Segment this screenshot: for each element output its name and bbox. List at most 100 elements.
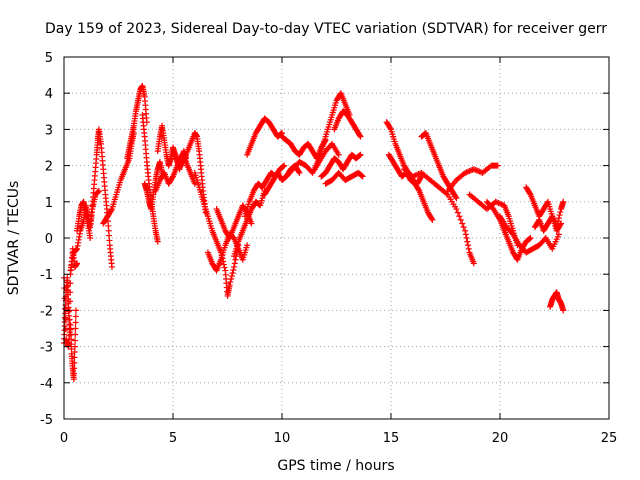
data-point [526, 235, 533, 242]
data-point [428, 215, 435, 222]
data-point [526, 190, 533, 197]
data-point [71, 343, 78, 350]
data-point [71, 359, 78, 366]
series-g [124, 82, 150, 162]
data-point [108, 263, 115, 270]
data-point [231, 260, 238, 267]
data-point [228, 273, 235, 280]
y-tick-label: 1 [45, 196, 53, 211]
data-point [557, 209, 564, 216]
x-axis-label: GPS time / hours [277, 458, 394, 474]
series-y6 [466, 191, 521, 249]
y-tick-label: 3 [45, 123, 53, 138]
data-point [248, 220, 255, 227]
data-point [356, 132, 363, 139]
data-point [95, 187, 102, 194]
data-point [470, 260, 477, 267]
series-y2 [385, 151, 436, 223]
y-tick-label: 4 [45, 87, 53, 102]
data-point [72, 331, 79, 338]
series-m [191, 169, 242, 299]
data-point [74, 260, 81, 267]
series-x1 [318, 151, 364, 180]
data-point [232, 256, 239, 263]
data-point [556, 212, 563, 219]
x-tick-label: 15 [383, 431, 400, 446]
y-tick-label: -5 [40, 413, 53, 428]
data-point [465, 245, 472, 252]
data-point [231, 263, 238, 270]
series-y3 [418, 130, 460, 202]
data-point [221, 264, 228, 271]
data-point [356, 152, 363, 159]
x-tick-label: 10 [274, 431, 291, 446]
data-point [72, 337, 79, 344]
data-point [453, 195, 460, 202]
data-point [228, 276, 235, 283]
series-v [311, 90, 353, 173]
data-point [281, 162, 288, 169]
data-point [72, 325, 79, 332]
data-point [154, 238, 161, 245]
data-point [66, 298, 73, 305]
data-point [67, 280, 74, 287]
data-point [489, 204, 496, 211]
data-point [108, 207, 115, 214]
series-z2 [497, 213, 562, 256]
data-point [555, 215, 562, 222]
data-point [72, 319, 79, 326]
x-tick-label: 20 [492, 431, 509, 446]
data-point [358, 172, 365, 179]
data-point [295, 168, 302, 175]
y-tick-label: -4 [40, 377, 53, 392]
data-point [464, 238, 471, 245]
data-point [72, 313, 79, 320]
data-point [71, 365, 78, 372]
data-point [70, 370, 77, 377]
y-axis-label: SDTVAR / TECUs [6, 181, 22, 296]
data-point [278, 130, 285, 137]
data-point [557, 221, 564, 228]
data-point [229, 269, 236, 276]
series-w [331, 108, 364, 140]
data-point [429, 216, 436, 223]
data-point [463, 235, 470, 241]
x-axis-ticks: 0 5 10 15 20 25 [60, 57, 617, 446]
data-point [296, 169, 303, 176]
data-point [244, 242, 251, 249]
data-point [560, 198, 567, 205]
y-tick-label: -3 [40, 341, 53, 356]
y-tick-label: 0 [45, 232, 53, 247]
data-point [227, 279, 234, 286]
data-point [387, 125, 394, 132]
data-point [72, 307, 79, 314]
data-point [527, 235, 534, 241]
data-point [230, 266, 237, 273]
data-point [70, 376, 77, 383]
series-y1 [383, 119, 425, 187]
series-i [141, 158, 166, 213]
chart-title: Day 159 of 2023, Sidereal Day-to-day VTE… [45, 21, 607, 37]
data-point [465, 242, 472, 249]
data-point [280, 163, 287, 170]
data-point [453, 206, 460, 213]
data-point [71, 349, 78, 356]
data-point [226, 282, 233, 289]
data-point [220, 261, 227, 268]
data-point [452, 193, 459, 200]
data-point [462, 231, 469, 238]
data-point [460, 224, 467, 231]
series-r [244, 115, 285, 158]
data-point [67, 289, 74, 296]
y-tick-label: 5 [45, 51, 53, 66]
data-point [66, 325, 73, 332]
data-point [558, 220, 565, 227]
y-tick-label: -1 [40, 268, 53, 283]
series-f [100, 130, 137, 227]
data-point [191, 180, 198, 187]
data-point [87, 235, 94, 241]
data-point [359, 173, 366, 180]
data-point [71, 354, 78, 361]
data-point [415, 186, 422, 193]
